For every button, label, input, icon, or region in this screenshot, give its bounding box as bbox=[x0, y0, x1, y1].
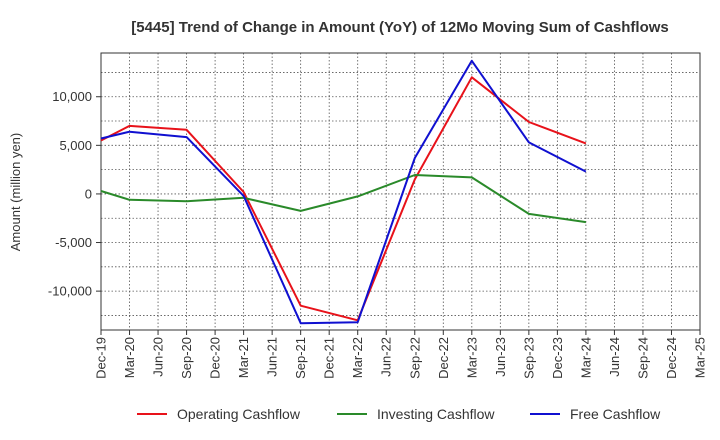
x-tick-label: Mar-22 bbox=[350, 337, 365, 378]
y-tick-label: 10,000 bbox=[52, 89, 92, 104]
grid bbox=[100, 53, 701, 330]
x-tick-label: Dec-21 bbox=[322, 337, 337, 379]
y-axis-label: Amount (million yen) bbox=[8, 133, 23, 252]
x-tick-label: Dec-22 bbox=[436, 337, 451, 379]
x-tick-label: Sep-20 bbox=[179, 337, 194, 379]
x-tick-label: Jun-24 bbox=[607, 337, 622, 377]
x-tick-label: Mar-23 bbox=[464, 337, 479, 378]
legend-label-operating-cashflow: Operating Cashflow bbox=[177, 406, 301, 422]
y-tick-label: 0 bbox=[85, 186, 92, 201]
x-tick-label: Dec-19 bbox=[94, 337, 109, 379]
x-tick-label: Mar-25 bbox=[693, 337, 708, 378]
chart-title: [5445] Trend of Change in Amount (YoY) o… bbox=[131, 19, 669, 36]
x-tick-label: Dec-20 bbox=[208, 337, 223, 379]
x-tick-label: Mar-20 bbox=[122, 337, 137, 378]
series-line-investing-cashflow bbox=[100, 174, 587, 224]
series-line-operating-cashflow bbox=[100, 76, 587, 322]
x-tick-label: Mar-21 bbox=[236, 337, 251, 378]
legend-label-free-cashflow: Free Cashflow bbox=[570, 406, 661, 422]
x-tick-label: Dec-23 bbox=[550, 337, 565, 379]
legend-label-investing-cashflow: Investing Cashflow bbox=[377, 406, 495, 422]
x-tick-label: Mar-24 bbox=[578, 337, 593, 378]
y-tick-labels: -10,000 -5,000 0 5,000 10,000 bbox=[48, 89, 92, 298]
x-tick-label: Sep-23 bbox=[521, 337, 536, 379]
x-tick-label: Jun-23 bbox=[493, 337, 508, 377]
series-lines bbox=[100, 59, 587, 325]
y-tick-label: -10,000 bbox=[48, 284, 92, 299]
x-tick-label: Sep-24 bbox=[635, 337, 650, 379]
legend: Operating Cashflow Investing Cashflow Free… bbox=[137, 406, 661, 422]
x-tick-label: Jun-22 bbox=[379, 337, 394, 377]
y-tick-label: 5,000 bbox=[59, 138, 92, 153]
y-tick-label: -5,000 bbox=[55, 235, 92, 250]
series-line-free-cashflow bbox=[100, 59, 587, 325]
plot-frame bbox=[100, 52, 701, 331]
x-tick-label: Sep-22 bbox=[407, 337, 422, 379]
x-tick-label: Dec-24 bbox=[664, 337, 679, 379]
x-tick-labels: Dec-19 Mar-20 Jun-20 Sep-20 Dec-20 Mar-21 Jun-… bbox=[94, 337, 708, 379]
x-tick-label: Jun-20 bbox=[151, 337, 166, 377]
x-tick-label: Sep-21 bbox=[293, 337, 308, 379]
x-tick-label: Jun-21 bbox=[265, 337, 280, 377]
